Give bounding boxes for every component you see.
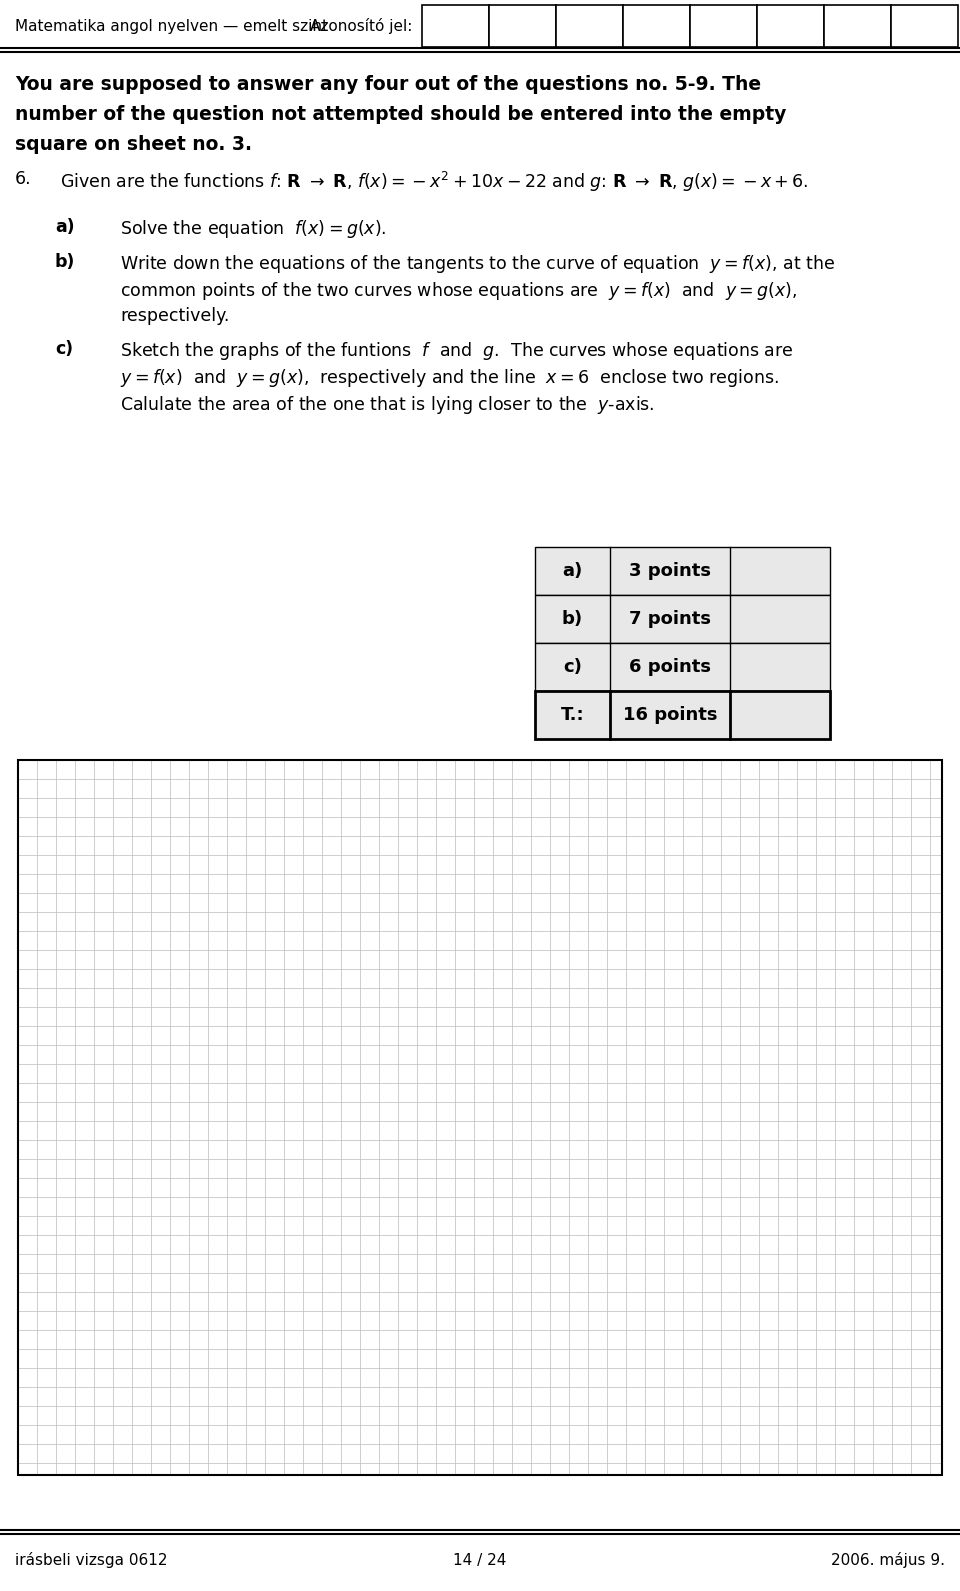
Text: common points of the two curves whose equations are  $y=f(x)$  and  $y=g(x)$,: common points of the two curves whose eq… [120, 280, 798, 302]
Text: Sketch the graphs of the funtions  $f$  and  $g$.  The curves whose equations ar: Sketch the graphs of the funtions $f$ an… [120, 340, 794, 363]
Bar [535, 690, 830, 738]
Bar [556, 5, 623, 48]
Text: 16 points: 16 points [623, 706, 717, 724]
Text: You are supposed to answer any four out of the questions no. 5-9. The: You are supposed to answer any four out … [15, 75, 761, 94]
Text: 3 points: 3 points [629, 562, 711, 581]
Text: Azonosító jel:: Azonosító jel: [310, 18, 413, 33]
Text: respectively.: respectively. [120, 307, 229, 325]
Text: 2006. május 9.: 2006. május 9. [831, 1551, 945, 1569]
Bar [422, 5, 489, 48]
Text: b): b) [562, 609, 583, 628]
Text: Write down the equations of the tangents to the curve of equation  $y=f(x)$, at : Write down the equations of the tangents… [120, 253, 835, 275]
Text: number of the question not attempted should be entered into the empty: number of the question not attempted sho… [15, 105, 786, 124]
Text: 14 / 24: 14 / 24 [453, 1553, 507, 1567]
Text: square on sheet no. 3.: square on sheet no. 3. [15, 135, 252, 154]
Bar [757, 5, 824, 48]
Bar [891, 5, 958, 48]
Text: T.:: T.: [561, 706, 585, 724]
Bar [824, 5, 891, 48]
Bar [690, 5, 757, 48]
Text: c): c) [55, 340, 73, 358]
Bar [623, 5, 690, 48]
Text: 6 points: 6 points [629, 659, 711, 676]
Text: 7 points: 7 points [629, 609, 711, 628]
Bar [535, 643, 830, 690]
Text: 6.: 6. [15, 170, 32, 188]
Bar [489, 5, 556, 48]
Text: a): a) [55, 218, 75, 235]
Text: b): b) [55, 253, 76, 270]
Text: c): c) [564, 659, 582, 676]
Bar [535, 595, 830, 643]
Text: Matematika angol nyelven — emelt szint: Matematika angol nyelven — emelt szint [15, 19, 328, 33]
Text: Solve the equation  $f(x)=g(x)$.: Solve the equation $f(x)=g(x)$. [120, 218, 387, 240]
Text: irásbeli vizsga 0612: irásbeli vizsga 0612 [15, 1551, 167, 1569]
Bar [535, 547, 830, 595]
Text: a): a) [563, 562, 583, 581]
Bar [18, 760, 942, 1475]
Text: Given are the functions $f$: $\mathbf{R}$ $\rightarrow$ $\mathbf{R}$, $f(x)=-x^{: Given are the functions $f$: $\mathbf{R}… [60, 170, 808, 194]
Text: Calulate the area of the one that is lying closer to the  $y$-axis.: Calulate the area of the one that is lyi… [120, 395, 655, 415]
Text: $y=f(x)$  and  $y=g(x)$,  respectively and the line  $x=6$  enclose two regions.: $y=f(x)$ and $y=g(x)$, respectively and … [120, 368, 779, 390]
